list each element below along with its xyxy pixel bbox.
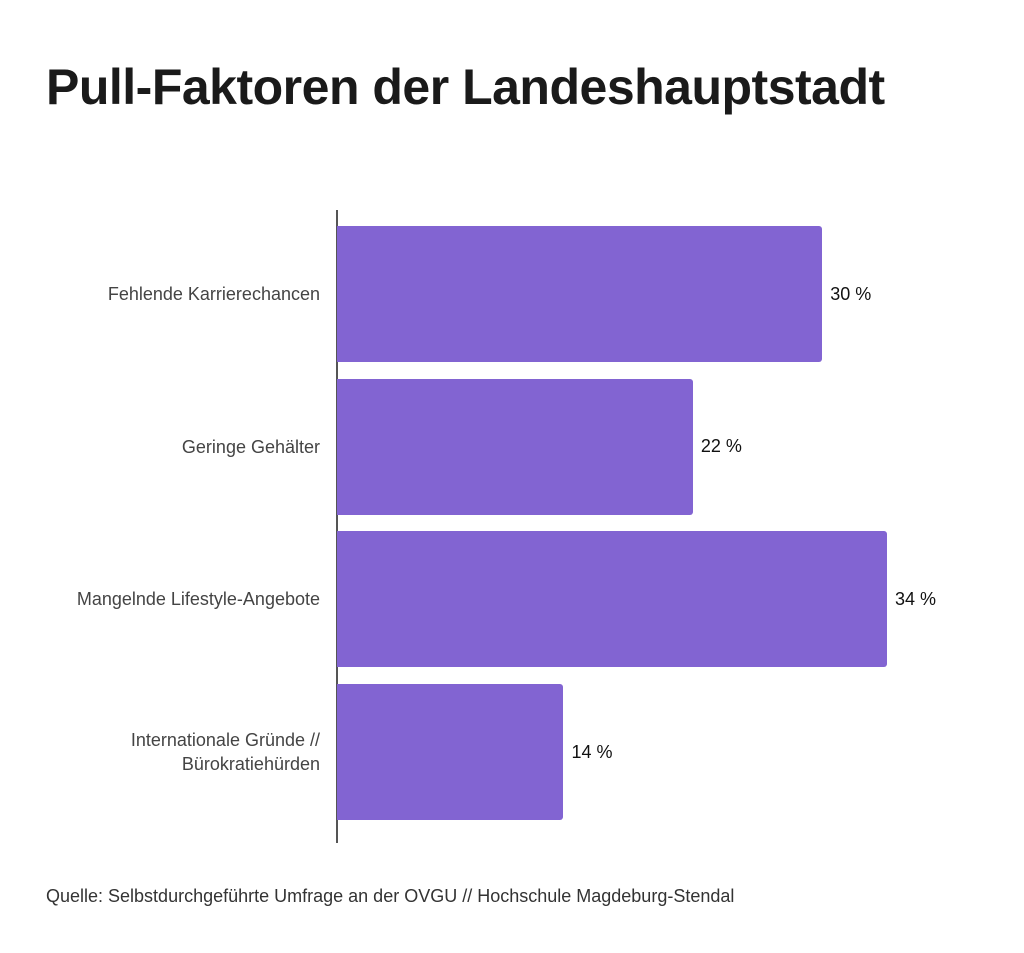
value-label: 22 % (700, 436, 742, 457)
value-label: 34 % (895, 588, 937, 609)
category-label-row: Geringe Gehälter (20, 379, 320, 515)
bar (337, 378, 693, 515)
category-label-row: Internationale Gründe // Bürokratiehürde… (20, 684, 320, 820)
axis-line (336, 210, 338, 843)
bar (337, 684, 564, 821)
category-label: Mangelnde Lifestyle-Angebote (76, 589, 320, 610)
category-label-row: Mangelnde Lifestyle-Angebote (20, 531, 320, 667)
category-label: Fehlende Karrierechancen (107, 284, 320, 304)
chart-title: Pull-Faktoren der Landeshauptstadt (46, 59, 885, 115)
value-label: 30 % (830, 283, 872, 304)
bar (337, 531, 887, 668)
category-label: Internationale Gründe // Bürokratiehürde… (130, 730, 320, 775)
category-label-row: Fehlende Karrierechancen (20, 226, 320, 362)
bar (337, 226, 823, 362)
category-label: Geringe Gehälter (181, 436, 320, 457)
source-note: Quelle: Selbstdurchgeführte Umfrage an d… (46, 886, 735, 906)
value-label: 14 % (571, 741, 613, 762)
